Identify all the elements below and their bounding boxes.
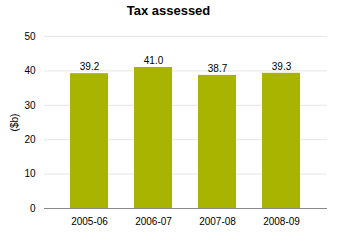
svg-text:50: 50 <box>24 31 36 42</box>
svg-text:($b): ($b) <box>9 114 20 132</box>
svg-text:38.7: 38.7 <box>208 63 228 74</box>
svg-text:0: 0 <box>30 203 36 214</box>
svg-text:2007-08: 2007-08 <box>199 216 236 227</box>
html-text:Tax assessed: Tax assessed <box>126 3 211 18</box>
svg-text:2008-09: 2008-09 <box>263 216 300 227</box>
svg-text:2006-07: 2006-07 <box>135 216 172 227</box>
svg-text:39.3: 39.3 <box>272 61 292 72</box>
svg-text:2005-06: 2005-06 <box>71 216 108 227</box>
svg-text:10: 10 <box>24 168 36 179</box>
svg-text:30: 30 <box>24 100 36 111</box>
svg-text:41.0: 41.0 <box>144 55 164 66</box>
svg-text:40: 40 <box>24 65 36 76</box>
svg-text:20: 20 <box>24 134 36 145</box>
svg-text:39.2: 39.2 <box>80 61 100 72</box>
